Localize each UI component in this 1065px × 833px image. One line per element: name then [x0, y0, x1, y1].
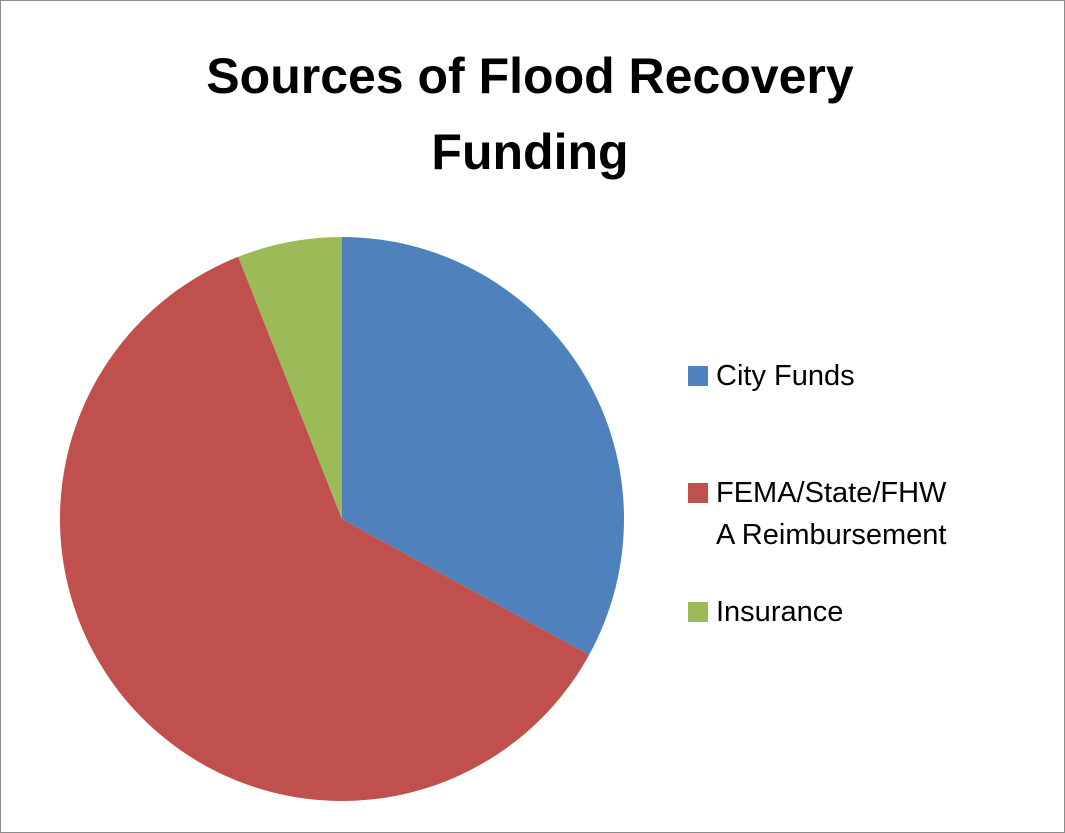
chart-title: Sources of Flood Recovery Funding — [40, 38, 1020, 190]
legend-label-line: City Funds — [716, 360, 855, 392]
legend-label-city-funds: City Funds — [716, 355, 1036, 397]
legend-label-line: Insurance — [716, 596, 844, 628]
pie-slice-insurance — [238, 237, 342, 519]
chart-title-line-1: Sources of Flood Recovery — [206, 48, 854, 104]
legend-label-fema-state-fhwa: FEMA/State/FHW A Reimbursement — [716, 472, 1036, 556]
legend-label-line: A Reimbursement — [716, 519, 947, 551]
legend-item-city-funds: City Funds — [688, 355, 1036, 397]
legend-label-insurance: Insurance — [716, 591, 1036, 633]
legend-swatch-fema-state-fhwa — [688, 483, 708, 503]
pie-slice-fema-state-fhwa-reimbursement — [60, 256, 590, 801]
legend-swatch-city-funds — [688, 366, 708, 386]
legend-item-insurance: Insurance — [688, 591, 1036, 633]
legend-item-fema-state-fhwa: FEMA/State/FHW A Reimbursement — [688, 472, 1036, 556]
pie-slice-city-funds — [342, 237, 624, 655]
legend-swatch-insurance — [688, 602, 708, 622]
legend-label-line: FEMA/State/FHW — [716, 477, 947, 509]
chart-title-line-2: Funding — [431, 124, 629, 180]
